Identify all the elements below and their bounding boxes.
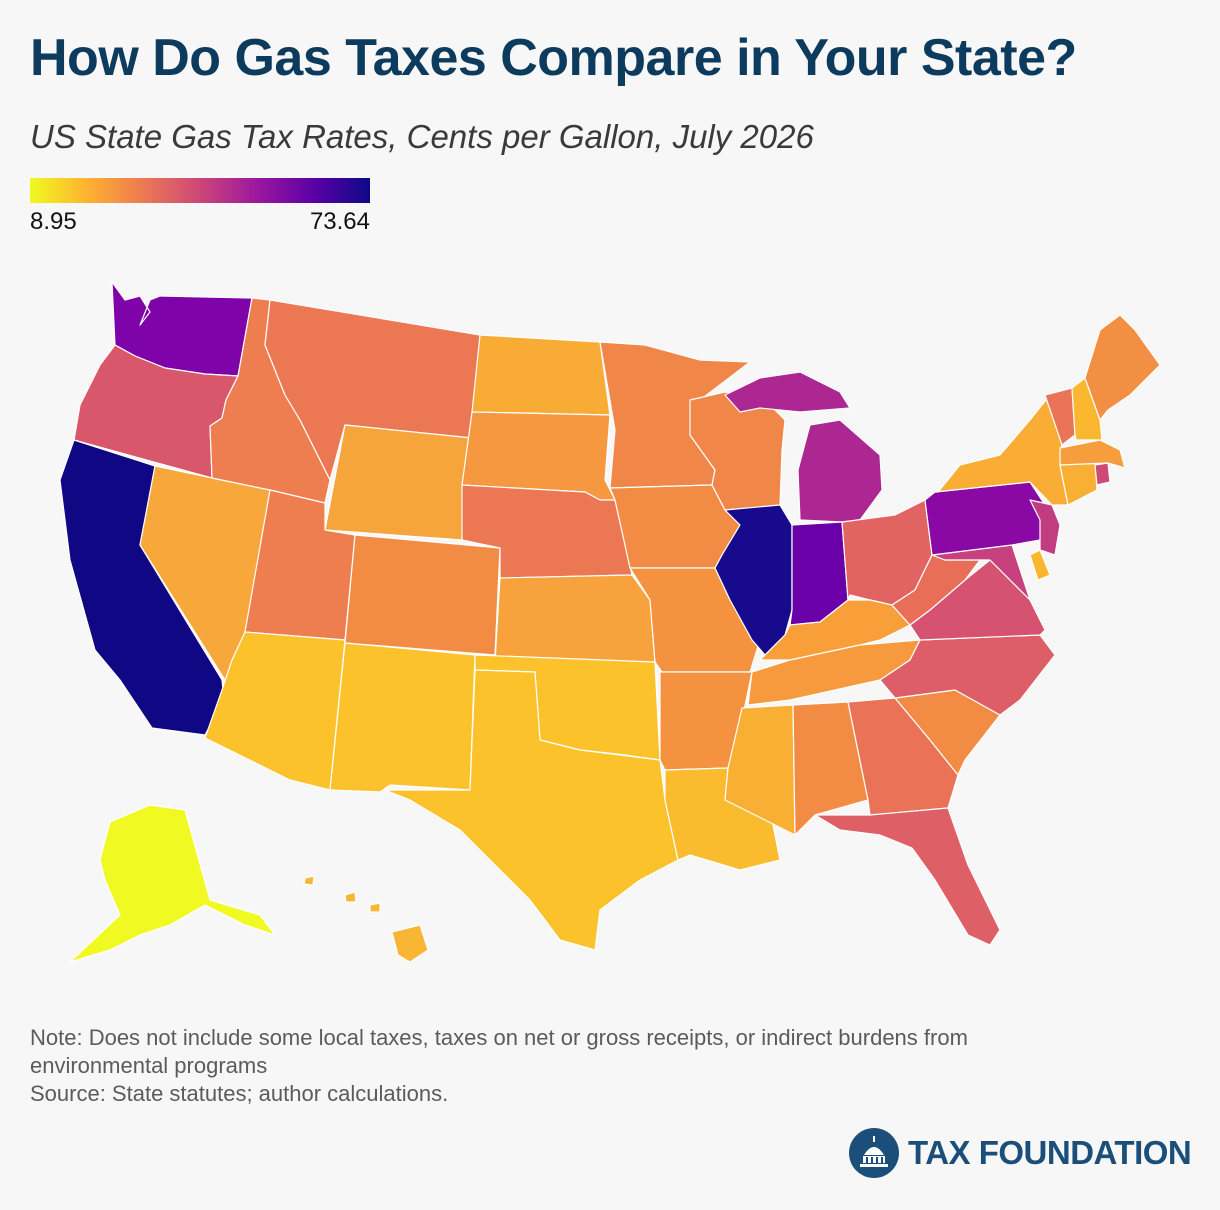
state-texas[interactable]	[384, 669, 679, 951]
footnote-note: Note: Does not include some local taxes,…	[30, 1025, 968, 1078]
state-north-carolina[interactable]	[879, 634, 1056, 716]
chart-title: How Do Gas Taxes Compare in Your State?	[30, 29, 1077, 87]
legend-gradient-bar	[30, 178, 370, 203]
state-alaska[interactable]	[69, 804, 276, 963]
state-kansas[interactable]	[494, 574, 656, 663]
footnote: Note: Does not include some local taxes,…	[30, 1024, 1110, 1108]
state-pennsylvania[interactable]	[924, 481, 1046, 556]
state-maine[interactable]	[1084, 314, 1161, 421]
legend-max-label: 73.64	[309, 208, 370, 235]
brand-name: TAX FOUNDATION	[908, 1134, 1192, 1171]
state-new-mexico[interactable]	[329, 642, 476, 793]
color-legend: 8.95 73.64	[30, 178, 370, 236]
capitol-dome-icon	[849, 1128, 899, 1178]
state-massachusetts[interactable]	[1059, 439, 1126, 469]
state-wyoming[interactable]	[324, 424, 473, 541]
legend-min-label: 8.95	[30, 208, 77, 235]
footnote-source: Source: State statutes; author calculati…	[30, 1081, 449, 1106]
state-hawaii[interactable]	[303, 875, 429, 963]
state-north-dakota[interactable]	[471, 334, 611, 416]
chart-subtitle: US State Gas Tax Rates, Cents per Gallon…	[30, 118, 814, 155]
us-state-map	[59, 281, 1161, 963]
state-delaware[interactable]	[1029, 549, 1051, 581]
state-rhode-island[interactable]	[1094, 462, 1111, 486]
state-illinois[interactable]	[714, 504, 793, 656]
state-colorado[interactable]	[344, 534, 501, 656]
state-florida[interactable]	[814, 807, 1001, 946]
brand-logo: TAX FOUNDATION	[848, 1127, 1192, 1179]
